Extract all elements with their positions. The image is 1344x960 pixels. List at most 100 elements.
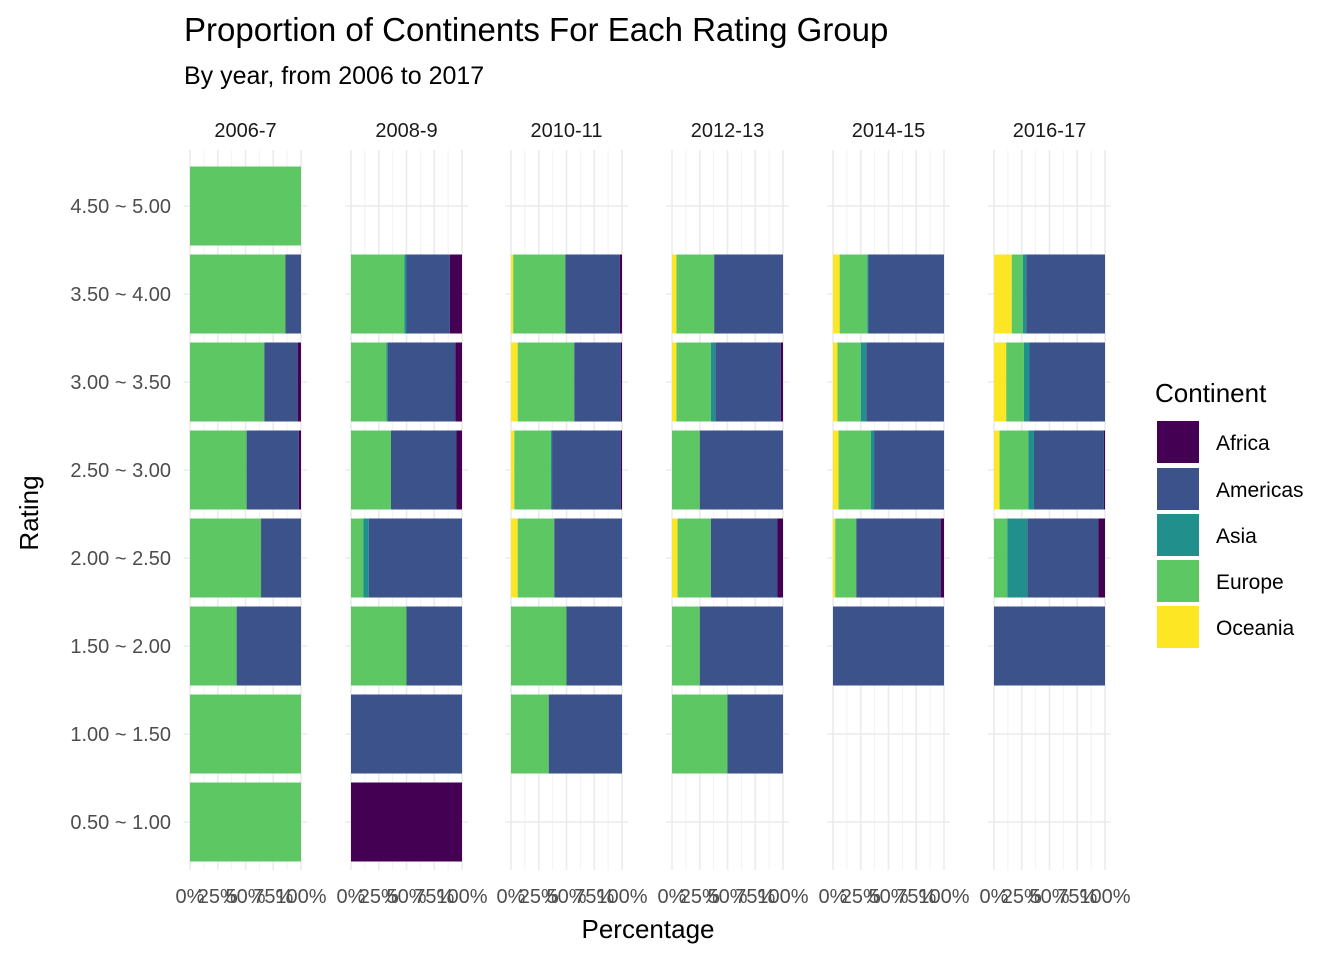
- bar-segment-africa: [777, 518, 783, 598]
- legend-item-europe: Europe: [1157, 560, 1284, 602]
- legend-label: Oceania: [1216, 617, 1295, 640]
- bar-segment-africa: [456, 430, 462, 510]
- facet-strip-label: 2006-7: [214, 120, 276, 142]
- bar-segment-oceania: [511, 518, 518, 598]
- bar-segment-americas: [714, 254, 783, 334]
- bar-segment-asia: [363, 518, 369, 598]
- bar-segment-americas: [236, 606, 301, 686]
- facet-strip-label: 2014-15: [852, 120, 925, 142]
- legend-label: Europe: [1216, 571, 1284, 594]
- bar-segment-americas: [868, 254, 944, 334]
- bar-segment-africa: [619, 254, 622, 334]
- x-tick-label: 25%: [680, 886, 720, 908]
- x-tick-label: 0%: [819, 886, 848, 908]
- bar-segment-americas: [833, 606, 944, 686]
- stacked-bar: [994, 342, 1105, 422]
- stacked-bar: [190, 518, 301, 598]
- y-tick-label: 3.00 ~ 3.50: [70, 372, 171, 394]
- bar-segment-africa: [1098, 518, 1105, 598]
- legend-title: Continent: [1155, 378, 1267, 408]
- bar-segment-americas: [285, 254, 301, 334]
- y-axis-title: Rating: [14, 475, 44, 550]
- bar-segment-africa: [1103, 430, 1105, 510]
- legend: Continent Africa Americas Asia Europe Oceani…: [1155, 378, 1304, 648]
- stacked-bar: [190, 694, 301, 774]
- stacked-bar: [511, 694, 622, 774]
- bar-segment-asia: [870, 430, 875, 510]
- bar-segment-europe: [676, 342, 711, 422]
- stacked-bar: [833, 606, 944, 686]
- bar-segment-europe: [517, 518, 555, 598]
- bar-segment-europe: [351, 430, 391, 510]
- bar-segment-oceania: [672, 342, 677, 422]
- stacked-bar: [351, 694, 462, 774]
- bar-segment-americas: [699, 430, 783, 510]
- bar-segment-americas: [699, 606, 783, 686]
- chart-subtitle: By year, from 2006 to 2017: [184, 62, 484, 90]
- y-tick-label: 2.50 ~ 3.00: [70, 460, 171, 482]
- bar-segment-europe: [1006, 342, 1024, 422]
- facet-strip-label: 2012-13: [691, 120, 764, 142]
- bar-segment-africa: [620, 342, 622, 422]
- stacked-bar: [672, 694, 783, 774]
- bar-segment-europe: [517, 342, 575, 422]
- y-axis: 0.50 ~ 1.00 1.00 ~ 1.50 1.50 ~ 2.00 2.00 ~ …: [70, 196, 171, 834]
- bar-segment-oceania: [511, 254, 514, 334]
- stacked-bar: [351, 430, 462, 510]
- stacked-bar: [190, 342, 301, 422]
- bar-segment-asia: [1028, 430, 1034, 510]
- facet-panel-2008-9: 2008-9 0%25%50%75%100%: [337, 120, 488, 908]
- bar-segment-oceania: [994, 430, 1000, 510]
- stacked-bar: [190, 782, 301, 862]
- bar-segment-asia: [404, 254, 407, 334]
- stacked-bar: [351, 782, 462, 862]
- bar-segment-europe: [677, 518, 711, 598]
- bar-segment-americas: [1027, 518, 1099, 598]
- bar-segment-americas: [368, 518, 462, 598]
- legend-label: Asia: [1216, 525, 1257, 548]
- bar-segment-oceania: [833, 254, 840, 334]
- stacked-bar: [833, 518, 944, 598]
- facet-strip-label: 2008-9: [375, 120, 437, 142]
- x-tick-label: 0%: [337, 886, 366, 908]
- bar-segment-americas: [406, 254, 450, 334]
- stacked-bar: [511, 342, 622, 422]
- bar-segment-asia: [860, 342, 867, 422]
- stacked-bar: [994, 606, 1105, 686]
- bar-segment-asia: [867, 254, 869, 334]
- stacked-bar: [511, 606, 622, 686]
- bar-segment-asia: [386, 342, 388, 422]
- bar-segment-americas: [548, 694, 622, 774]
- bar-segment-europe: [190, 606, 237, 686]
- bar-segment-americas: [1026, 254, 1105, 334]
- bar-segment-europe: [994, 518, 1008, 598]
- facet-strip-label: 2016-17: [1013, 120, 1086, 142]
- bar-segment-europe: [190, 166, 301, 246]
- stacked-bar: [833, 342, 944, 422]
- facet-panel-2010-11: 2010-11 0%25%50%75%100%: [497, 120, 648, 908]
- bar-segment-europe: [999, 430, 1029, 510]
- legend-swatch: [1157, 560, 1199, 602]
- x-tick-label: 0%: [176, 886, 205, 908]
- x-tick-label: 25%: [841, 886, 881, 908]
- x-tick-label: 100%: [918, 886, 969, 908]
- stacked-bar: [672, 342, 783, 422]
- bar-segment-europe: [190, 342, 265, 422]
- bar-segment-europe: [190, 782, 301, 862]
- bar-segment-europe: [513, 254, 566, 334]
- bar-segment-americas: [874, 430, 944, 510]
- bar-segment-oceania: [511, 430, 515, 510]
- x-tick-label: 100%: [1079, 886, 1130, 908]
- bar-segment-europe: [511, 694, 549, 774]
- bar-segment-americas: [554, 518, 622, 598]
- legend-item-africa: Africa: [1157, 421, 1270, 463]
- bar-segment-americas: [246, 430, 299, 510]
- stacked-bar: [511, 254, 622, 334]
- stacked-bar: [672, 254, 783, 334]
- bar-segment-asia: [1022, 254, 1027, 334]
- x-tick-label: 25%: [359, 886, 399, 908]
- bar-segment-europe: [676, 254, 715, 334]
- bar-segment-europe: [514, 430, 551, 510]
- bar-segment-africa: [780, 342, 783, 422]
- stacked-bar: [833, 254, 944, 334]
